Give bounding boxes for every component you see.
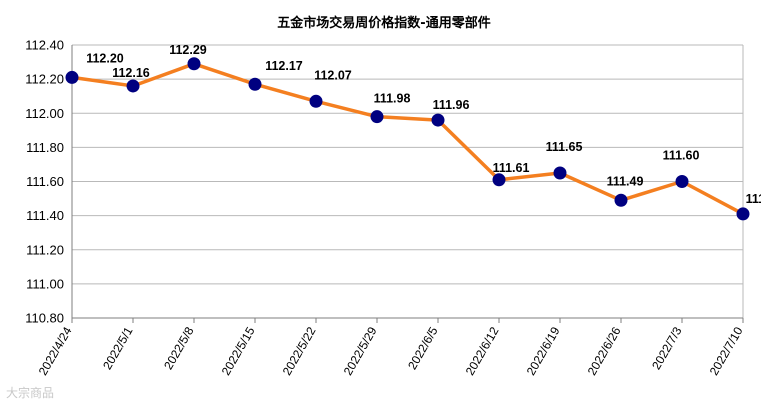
data-label: 112.17 [265,59,303,73]
y-tick-label: 111.00 [26,276,64,291]
data-label: 111.49 [607,174,644,188]
y-tick-label: 112.40 [25,38,64,53]
data-label: 111.98 [374,92,411,106]
data-point [187,57,201,71]
data-label: 112.29 [169,43,207,57]
data-label: 111.41 [746,192,761,206]
y-tick-label: 110.80 [25,311,64,326]
data-point [736,207,750,221]
data-label: 111.61 [493,161,530,175]
x-tick-label: 2022/5/1 [100,324,136,372]
y-tick-label: 112.20 [25,72,64,87]
x-tick-label: 2022/5/22 [280,324,319,378]
x-tick-label: 2022/5/29 [341,324,380,378]
x-tick-label: 2022/7/3 [649,324,685,372]
data-point [309,94,323,108]
data-point [248,77,262,91]
x-tick-label: 2022/6/12 [463,324,502,378]
data-point [553,166,567,180]
data-point [431,113,445,127]
x-tick-label: 2022/5/8 [161,324,197,372]
data-point [492,173,506,187]
data-point [370,110,384,124]
chart-title: 五金市场交易周价格指数-通用零部件 [277,15,490,31]
y-tick-label: 111.20 [26,242,64,257]
data-point [126,79,140,93]
x-tick-label: 2022/6/26 [585,324,624,378]
series-polyline [71,62,744,216]
data-point [675,175,689,188]
data-point [65,70,79,84]
y-axis: 112.40 112.20 112.00 111.80 111.60 111.40 111.… [25,38,73,326]
x-tick-label: 2022/7/10 [707,324,746,378]
y-tick-label: 111.80 [26,140,64,155]
y-tick-label: 111.60 [26,174,64,189]
y-tick-label: 112.00 [25,106,64,121]
data-label: 112.07 [314,68,352,82]
y-tick-label: 111.40 [26,208,64,223]
data-label: 111.65 [546,140,583,154]
x-tick-label: 2022/4/24 [36,324,75,378]
data-label: 112.20 [86,51,124,65]
x-tick-label: 2022/5/15 [219,324,258,378]
series-line [65,57,750,221]
x-tick-label: 2022/6/5 [405,324,441,372]
data-point [614,193,628,207]
x-axis: 2022/4/24 2022/5/1 2022/5/8 2022/5/15 2022/5… [36,317,746,378]
data-label: 111.96 [433,98,470,112]
watermark: 大宗商品 [6,385,54,400]
data-label: 112.16 [112,66,150,80]
data-label: 111.60 [663,149,700,163]
x-tick-label: 2022/6/19 [524,324,563,378]
